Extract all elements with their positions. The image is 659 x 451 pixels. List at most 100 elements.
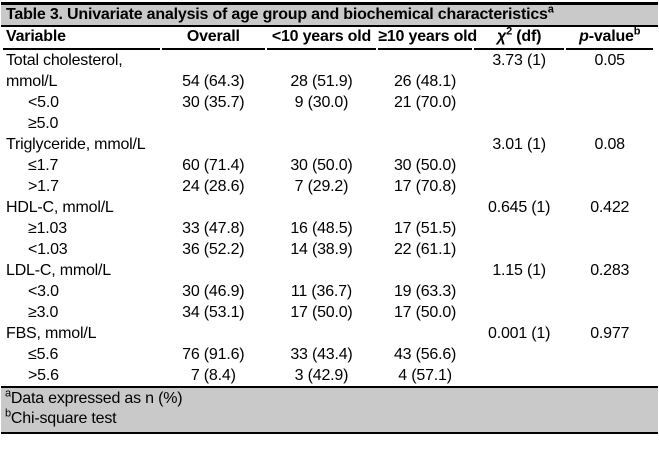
cell-under-10: 30 (50.0) <box>290 157 353 174</box>
column-header-under-10: <10 years old <box>266 27 377 50</box>
table-row: ≥3.0 34 (53.1) 17 (50.0) 17 (50.0) <box>3 302 653 323</box>
cell-overall: 54 (64.3) <box>182 73 245 90</box>
p-value-label: -value <box>588 28 634 45</box>
cell-p-value: 0.422 <box>590 199 630 216</box>
cell-chi-square <box>474 218 565 239</box>
cell-overall: 30 (46.9) <box>182 283 245 300</box>
table-row: <5.0 30 (35.7) 9 (30.0) 21 (70.0) <box>3 92 653 113</box>
column-header-over-10: ≥10 years old <box>378 27 477 50</box>
row-label: <5.0 <box>28 94 59 111</box>
cell-overall: 76 (91.6) <box>182 346 245 363</box>
cell-over-10 <box>378 260 472 281</box>
footnote-b: bChi-square test <box>5 407 654 429</box>
cell-p-value <box>566 155 653 176</box>
row-label: ≥3.0 <box>28 304 59 321</box>
column-header-p-value: p-valueb <box>566 26 653 50</box>
cell-over-10: 19 (63.3) <box>393 283 457 300</box>
cell-chi-square <box>474 155 565 176</box>
table-title: Table 3. Univariate analysis of age grou… <box>1 2 658 27</box>
cell-p-value <box>566 302 653 323</box>
table-row: ≤5.6 76 (91.6) 33 (43.4) 43 (56.6) <box>3 344 653 365</box>
cell-chi-square: 0.001 (1) <box>488 325 551 342</box>
cell-over-10 <box>378 323 472 344</box>
row-label: Triglyceride, mmol/L <box>6 136 146 153</box>
cell-over-10: 17 (51.5) <box>393 220 457 237</box>
row-label: <1.03 <box>28 241 68 258</box>
column-header-overall: Overall <box>161 27 265 50</box>
cell-over-10: 26 (48.1) <box>393 73 457 90</box>
cell-over-10: 17 (70.8) <box>393 178 457 195</box>
cell-chi-square <box>474 92 565 113</box>
table-row: <1.03 36 (52.2) 14 (38.9) 22 (61.1) <box>3 239 653 260</box>
cell-overall <box>162 50 265 71</box>
cell-under-10: 3 (42.9) <box>294 367 349 384</box>
cell-over-10: 21 (70.0) <box>393 94 457 111</box>
footnote-b-text: Chi-square test <box>10 410 117 427</box>
table-row: FBS, mmol/L 0.001 (1) 0.977 <box>3 323 653 344</box>
table-row: ≥5.0 <box>3 113 653 134</box>
cell-under-10: 9 (30.0) <box>294 94 349 111</box>
row-label: LDL-C, mmol/L <box>6 262 111 279</box>
cell-under-10 <box>267 197 377 218</box>
table-row: <3.0 30 (46.9) 11 (36.7) 19 (63.3) <box>3 281 653 302</box>
footnote-a-superscript: a <box>5 387 11 400</box>
table-row: HDL-C, mmol/L 0.645 (1) 0.422 <box>3 197 653 218</box>
table-footnotes: aData expressed as n (%) bChi-square tes… <box>1 386 658 434</box>
cell-p-value <box>566 344 653 365</box>
cell-chi-square <box>474 281 565 302</box>
cell-overall: 36 (52.2) <box>182 241 245 258</box>
cell-chi-square <box>474 239 565 260</box>
cell-p-value: 0.283 <box>590 262 630 279</box>
cell-over-10 <box>378 50 472 71</box>
table-row: >5.6 7 (8.4) 3 (42.9) 4 (57.1) <box>3 365 653 386</box>
univariate-analysis-table: Variable Overall <10 years old ≥10 years… <box>1 25 655 386</box>
row-label: FBS, mmol/L <box>6 325 97 342</box>
row-label: >1.7 <box>28 178 59 195</box>
cell-p-value <box>566 176 653 197</box>
chi-superscript: 2 <box>506 25 513 38</box>
cell-p-value <box>566 365 653 386</box>
table-title-text: Table 3. Univariate analysis of age grou… <box>6 6 548 23</box>
cell-chi-square <box>474 113 565 134</box>
cell-under-10 <box>267 50 377 71</box>
cell-over-10 <box>378 134 472 155</box>
cell-overall: 24 (28.6) <box>182 178 245 195</box>
chi-symbol: χ <box>497 28 507 45</box>
footnote-a-text: Data expressed as n (%) <box>10 390 183 407</box>
table-title-superscript: a <box>547 3 554 16</box>
cell-under-10: 14 (38.9) <box>290 241 353 258</box>
cell-under-10: 11 (36.7) <box>290 283 352 300</box>
cell-chi-square: 3.01 (1) <box>492 136 546 153</box>
cell-p-value <box>566 92 653 113</box>
cell-p-value <box>566 239 653 260</box>
row-label: ≤1.7 <box>28 157 59 174</box>
footnote-a: aData expressed as n (%) <box>5 387 654 409</box>
cell-p-value: 0.05 <box>594 52 626 69</box>
cell-p-value: 0.977 <box>590 325 630 342</box>
chi-df-label: (df) <box>512 28 542 45</box>
table-header: Variable Overall <10 years old ≥10 years… <box>3 25 653 50</box>
cell-over-10: 43 (56.6) <box>393 346 457 363</box>
cell-over-10: 4 (57.1) <box>398 367 452 384</box>
cell-overall: 7 (8.4) <box>190 367 236 384</box>
cell-under-10 <box>267 134 377 155</box>
cell-p-value: 0.08 <box>594 136 626 153</box>
table-3-container: Table 3. Univariate analysis of age grou… <box>1 2 658 434</box>
cell-chi-square: 1.15 (1) <box>492 262 546 279</box>
cell-over-10 <box>378 113 472 134</box>
cell-p-value <box>566 218 653 239</box>
cell-chi-square <box>474 71 565 92</box>
cell-overall: 34 (53.1) <box>182 304 245 321</box>
cell-overall <box>162 134 265 155</box>
cell-chi-square: 3.73 (1) <box>492 52 546 69</box>
cell-under-10: 33 (43.4) <box>290 346 353 363</box>
cell-under-10 <box>267 113 377 134</box>
row-label: ≥1.03 <box>28 220 67 237</box>
table-row: Triglyceride, mmol/L 3.01 (1) 0.08 <box>3 134 653 155</box>
cell-p-value <box>566 281 653 302</box>
cell-chi-square <box>474 176 565 197</box>
cell-over-10 <box>378 197 472 218</box>
cell-under-10: 7 (29.2) <box>294 178 349 195</box>
row-label: <3.0 <box>28 283 59 300</box>
footnote-b-superscript: b <box>5 407 11 420</box>
